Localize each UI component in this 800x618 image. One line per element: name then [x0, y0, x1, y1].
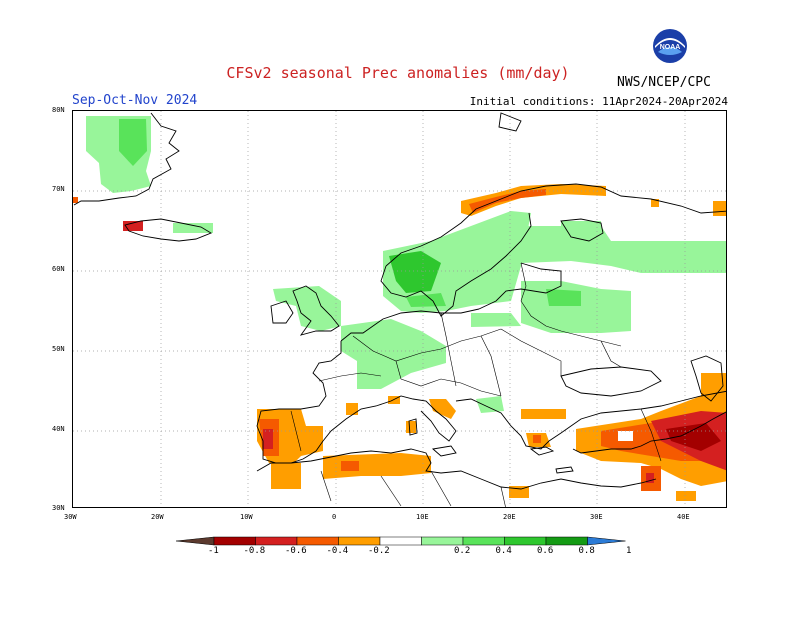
anomaly-area-iberia-red	[263, 429, 273, 449]
page-title: CFSv2 seasonal Prec anomalies (mm/day)	[226, 64, 570, 82]
anomaly-area-iceland-wet	[173, 223, 213, 233]
lon-label-10e: 10E	[416, 513, 429, 521]
anomaly-area-norway-core	[389, 251, 441, 293]
colorbar-swatch	[338, 536, 381, 546]
anomaly-area-british-isles	[273, 286, 341, 331]
lon-label-20e: 20E	[503, 513, 516, 521]
anomaly-area-italy	[429, 399, 456, 419]
anomaly-area-finnmark-core	[469, 189, 546, 213]
colorbar-tick-label: 0.4	[495, 546, 512, 556]
colorbar-tick-label: -0.8	[243, 546, 266, 556]
anomaly-area-algeria-core	[341, 461, 359, 471]
colorbar-tick-label: -0.4	[326, 546, 349, 556]
agency-label: NWS/NCEP/CPC	[617, 75, 711, 90]
lon-label-0: 0	[332, 513, 337, 521]
anomaly-area-arabia	[676, 491, 696, 501]
lat-label-30n: 30N	[52, 504, 65, 512]
anomaly-area-france-south	[346, 403, 358, 415]
colorbar-swatches	[175, 536, 626, 546]
colorbar-tick-label: 1	[626, 546, 632, 556]
colorbar-swatch	[545, 536, 588, 546]
anomaly-area-levant-core	[646, 473, 654, 483]
anomaly-area-kola	[651, 199, 659, 207]
colorbar-tick-label: 0.6	[537, 546, 554, 556]
lon-label-40e: 40E	[677, 513, 690, 521]
colorbar-swatch	[296, 536, 339, 546]
anomaly-area-aegean-core	[533, 435, 541, 443]
anomaly-area-kola-white	[561, 221, 601, 236]
anomaly-area-iceland-dry	[123, 221, 143, 231]
anomaly-area-barents	[713, 201, 726, 216]
colorbar-swatch	[504, 536, 547, 546]
lon-label-30e: 30E	[590, 513, 603, 521]
colorbar-tick-label: -1	[208, 546, 219, 556]
season-label: Sep-Oct-Nov 2024	[72, 93, 198, 108]
anomaly-area-greece-west	[521, 409, 566, 419]
colorbar-arrow-high	[587, 536, 626, 546]
anomaly-area-sardinia	[406, 421, 416, 433]
lat-label-70n: 70N	[52, 185, 65, 193]
lon-label-10w: 10W	[240, 513, 253, 521]
anomaly-area-central-europe	[341, 319, 446, 389]
anomaly-area-russia-north	[521, 226, 726, 273]
lon-label-30w: 30W	[64, 513, 77, 521]
initial-conditions-label: Initial conditions: 11Apr2024-20Apr2024	[469, 95, 728, 108]
coastlines	[73, 112, 726, 507]
lat-label-40n: 40N	[52, 425, 65, 433]
anomaly-area-east-white	[618, 431, 633, 441]
lon-label-20w: 20W	[151, 513, 164, 521]
colorbar-swatch	[462, 536, 505, 546]
anomaly-area-morocco	[271, 463, 301, 489]
anomaly-area-algeria	[323, 453, 431, 479]
anomaly-area-finnmark	[461, 184, 606, 216]
anomaly-area-poland	[471, 313, 521, 327]
anomaly-map	[72, 110, 727, 508]
colorbar-swatch	[213, 536, 256, 546]
anomaly-area-libya	[509, 486, 529, 498]
anomaly-area-caucasus-deep	[666, 423, 721, 451]
colorbar-swatch	[421, 536, 464, 546]
colorbar-tick-label: -0.6	[285, 546, 307, 556]
lat-label-50n: 50N	[52, 345, 65, 353]
svg-text:NOAA: NOAA	[660, 44, 681, 51]
colorbar-tick-label: 0.2	[454, 546, 471, 556]
colorbar-tick-label: -0.2	[368, 546, 390, 556]
map-canvas	[73, 111, 726, 507]
anomaly-area-greenland-core	[119, 119, 147, 166]
colorbar-swatch	[255, 536, 298, 546]
noaa-logo-icon: NOAA	[653, 29, 687, 63]
colorbar-tick-label: 0.8	[578, 546, 595, 556]
anomaly-area-balkans-wet	[476, 396, 504, 413]
anomaly-area-greenland-edge	[73, 197, 78, 203]
anomaly-fills	[73, 116, 726, 501]
anomaly-area-russia-core	[546, 289, 581, 306]
colorbar	[175, 536, 626, 546]
colorbar-arrow-low	[175, 536, 215, 546]
colorbar-swatch	[379, 536, 422, 546]
lat-label-60n: 60N	[52, 265, 65, 273]
anomaly-area-sweden-core	[406, 293, 446, 307]
lat-label-80n: 80N	[52, 106, 65, 114]
anomaly-area-baltic-east	[521, 281, 631, 333]
